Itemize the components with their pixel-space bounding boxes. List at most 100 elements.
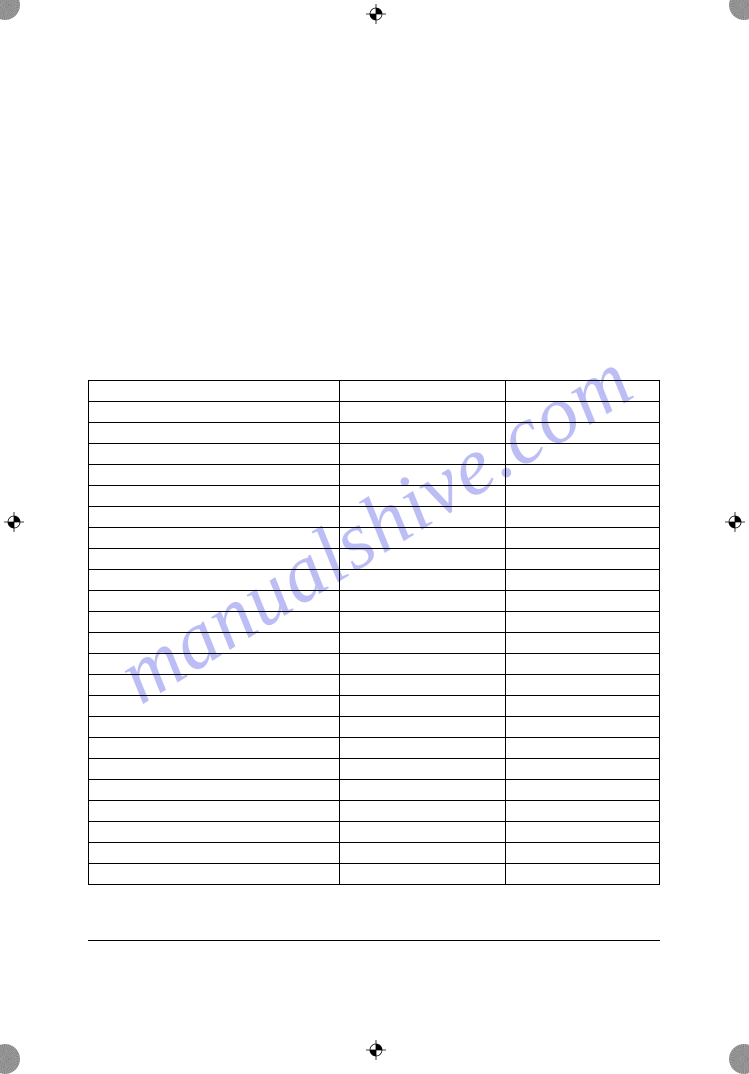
- table-cell: [89, 464, 340, 485]
- table-cell: [505, 800, 659, 821]
- table-cell: [505, 632, 659, 653]
- table-row: [89, 506, 660, 527]
- table-cell: [505, 485, 659, 506]
- table-cell: [340, 506, 506, 527]
- table-cell: [340, 380, 506, 401]
- table-cell: [505, 758, 659, 779]
- table-row: [89, 401, 660, 422]
- table-row: [89, 800, 660, 821]
- table-row: [89, 485, 660, 506]
- table-row: [89, 842, 660, 863]
- data-table: [88, 380, 660, 885]
- table-cell: [89, 422, 340, 443]
- table-cell: [505, 611, 659, 632]
- table-cell: [89, 653, 340, 674]
- table-cell: [340, 716, 506, 737]
- table-cell: [505, 737, 659, 758]
- table-row: [89, 443, 660, 464]
- table-row: [89, 380, 660, 401]
- table-cell: [340, 485, 506, 506]
- table-cell: [89, 800, 340, 821]
- table-cell: [89, 569, 340, 590]
- table-cell: [89, 695, 340, 716]
- page: manualshive.com: [0, 0, 749, 1064]
- table-cell: [505, 401, 659, 422]
- table-cell: [505, 380, 659, 401]
- table-cell: [89, 611, 340, 632]
- table-row: [89, 632, 660, 653]
- table-cell: [505, 443, 659, 464]
- corner-fan-bottom-left: [0, 1044, 20, 1074]
- table-cell: [89, 401, 340, 422]
- table-cell: [505, 569, 659, 590]
- table-cell: [89, 674, 340, 695]
- table-row: [89, 611, 660, 632]
- table-cell: [505, 842, 659, 863]
- table-cell: [89, 716, 340, 737]
- registration-mark-right: [725, 512, 745, 532]
- corner-fan-top-right: [729, 0, 749, 20]
- table-row: [89, 422, 660, 443]
- table-row: [89, 758, 660, 779]
- table-cell: [340, 821, 506, 842]
- table-row: [89, 464, 660, 485]
- table-row: [89, 863, 660, 884]
- table-row: [89, 548, 660, 569]
- table-cell: [340, 548, 506, 569]
- table-cell: [340, 569, 506, 590]
- table-cell: [340, 779, 506, 800]
- table-cell: [89, 485, 340, 506]
- table-row: [89, 653, 660, 674]
- table-row: [89, 737, 660, 758]
- table-cell: [340, 611, 506, 632]
- table-cell: [340, 464, 506, 485]
- table-cell: [505, 716, 659, 737]
- table-cell: [505, 506, 659, 527]
- table-cell: [89, 779, 340, 800]
- table-cell: [89, 443, 340, 464]
- table-cell: [89, 863, 340, 884]
- table-cell: [505, 674, 659, 695]
- registration-mark-bottom: [366, 1040, 386, 1060]
- table-cell: [89, 590, 340, 611]
- table-cell: [89, 758, 340, 779]
- table-cell: [340, 800, 506, 821]
- table-row: [89, 590, 660, 611]
- table-row: [89, 779, 660, 800]
- table-cell: [505, 653, 659, 674]
- table-cell: [89, 380, 340, 401]
- table-cell: [505, 821, 659, 842]
- table-cell: [505, 422, 659, 443]
- table-cell: [340, 422, 506, 443]
- table-cell: [340, 863, 506, 884]
- table-cell: [89, 821, 340, 842]
- table-cell: [505, 779, 659, 800]
- table-cell: [340, 590, 506, 611]
- table-cell: [89, 506, 340, 527]
- table-cell: [89, 527, 340, 548]
- table-row: [89, 695, 660, 716]
- corner-fan-top-left: [0, 0, 20, 20]
- registration-mark-left: [4, 512, 24, 532]
- corner-fan-bottom-right: [729, 1044, 749, 1074]
- table-row: [89, 674, 660, 695]
- registration-mark-top: [366, 4, 386, 24]
- table-cell: [89, 842, 340, 863]
- footer-rule: [88, 940, 660, 941]
- table-cell: [505, 464, 659, 485]
- table-row: [89, 716, 660, 737]
- table-cell: [89, 548, 340, 569]
- table-cell: [505, 590, 659, 611]
- table-row: [89, 821, 660, 842]
- table-cell: [89, 737, 340, 758]
- table-cell: [340, 401, 506, 422]
- table-cell: [340, 842, 506, 863]
- table-cell: [340, 653, 506, 674]
- table-cell: [340, 632, 506, 653]
- table-cell: [340, 758, 506, 779]
- table-cell: [340, 695, 506, 716]
- table-cell: [89, 632, 340, 653]
- table-cell: [505, 695, 659, 716]
- table-cell: [340, 674, 506, 695]
- table-cell: [340, 527, 506, 548]
